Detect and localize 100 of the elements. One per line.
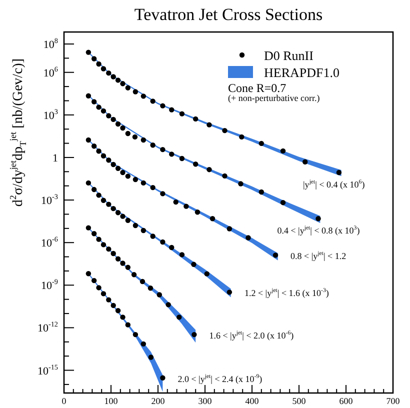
point <box>226 290 232 295</box>
point <box>280 200 286 206</box>
point <box>179 156 185 162</box>
point <box>132 176 138 182</box>
point <box>206 122 212 128</box>
point <box>100 198 106 203</box>
point <box>106 297 112 302</box>
annotation: 1.2 < |y$^{jet}$| < 1.6 (x 10$^{-3}$) <box>244 288 329 298</box>
point <box>160 103 166 108</box>
point <box>86 271 92 276</box>
x-tick-label: 0 <box>62 396 67 406</box>
point <box>86 50 92 55</box>
point <box>110 74 116 80</box>
point <box>160 239 166 245</box>
point <box>150 234 156 239</box>
x-tick-label: 600 <box>339 396 354 406</box>
point <box>169 152 174 157</box>
y-tick-label: 10$^{6}$ <box>43 65 58 80</box>
point <box>132 332 138 338</box>
point <box>179 111 185 116</box>
point <box>110 162 116 168</box>
point <box>115 256 121 262</box>
point <box>179 252 185 258</box>
point <box>140 94 146 99</box>
point <box>140 341 146 347</box>
x-tick-label: 200 <box>151 396 166 406</box>
point <box>106 158 112 163</box>
annotation: Cone R=0.7 <box>228 81 286 95</box>
point <box>115 121 121 127</box>
point <box>140 180 146 186</box>
annotation: (+ non-perturbative corr.) <box>228 93 320 103</box>
point <box>86 180 92 186</box>
point <box>115 78 121 83</box>
point <box>173 199 178 205</box>
point <box>120 314 126 320</box>
point <box>166 302 171 308</box>
annotation: 0.4 < |y$^{jet}$| < 0.8 (x 10$^{3}$) <box>277 226 360 236</box>
point <box>140 137 146 143</box>
point <box>110 250 116 256</box>
point <box>193 116 198 122</box>
point <box>96 148 102 154</box>
point <box>192 332 197 338</box>
point <box>169 244 174 250</box>
annotation: 1.6 < |y$^{jet}$| < 2.0 (x 10$^{-6}$) <box>209 330 294 341</box>
point <box>160 191 166 196</box>
point <box>184 204 189 209</box>
point <box>140 278 146 284</box>
point <box>148 354 154 360</box>
point <box>115 210 121 216</box>
y-tick-label: 10$^{-9}$ <box>41 278 58 292</box>
point <box>106 70 112 76</box>
point <box>238 181 244 186</box>
point <box>91 144 97 149</box>
point <box>115 166 121 171</box>
point <box>125 264 131 270</box>
point <box>115 308 121 314</box>
point <box>316 216 321 222</box>
point <box>125 218 131 223</box>
point <box>160 146 166 152</box>
point <box>150 184 156 190</box>
point <box>91 278 97 284</box>
point <box>132 222 138 228</box>
point <box>96 192 102 198</box>
point <box>239 134 244 140</box>
point <box>100 242 106 248</box>
point <box>100 153 106 158</box>
point <box>86 225 92 230</box>
point <box>110 116 116 122</box>
point <box>140 228 146 234</box>
x-tick-label: 400 <box>245 396 260 406</box>
point <box>222 128 228 134</box>
y-tick-label: 10$^{-12}$ <box>37 320 58 335</box>
point <box>96 104 102 110</box>
y-tick-label: 10$^{-3}$ <box>41 193 58 208</box>
point <box>280 148 286 154</box>
point <box>91 99 97 104</box>
point <box>91 231 97 236</box>
point <box>91 56 97 62</box>
point <box>132 134 138 140</box>
point <box>120 81 126 86</box>
point <box>222 173 228 179</box>
point <box>110 302 116 308</box>
point <box>204 271 210 276</box>
chart-title: Tevatron Jet Cross Sections <box>134 5 323 24</box>
point <box>156 292 162 298</box>
annotation: 0.8 < |y$^{jet}$| < 1.2 <box>290 251 346 262</box>
point <box>106 246 112 252</box>
point <box>272 252 278 258</box>
point <box>258 189 264 195</box>
point <box>226 226 232 232</box>
annotation: 2.0 < |y$^{jet}$| < 2.4 (x 10$^{-9}$) <box>178 374 262 384</box>
point <box>148 286 154 291</box>
x-tick-label: 700 <box>386 396 400 406</box>
point <box>86 93 92 98</box>
legend-label: HERAPDF1.0 <box>264 65 340 80</box>
point <box>191 262 196 268</box>
x-tick-label: 500 <box>292 396 306 406</box>
point <box>194 210 200 215</box>
point <box>96 285 102 290</box>
point <box>193 162 198 167</box>
